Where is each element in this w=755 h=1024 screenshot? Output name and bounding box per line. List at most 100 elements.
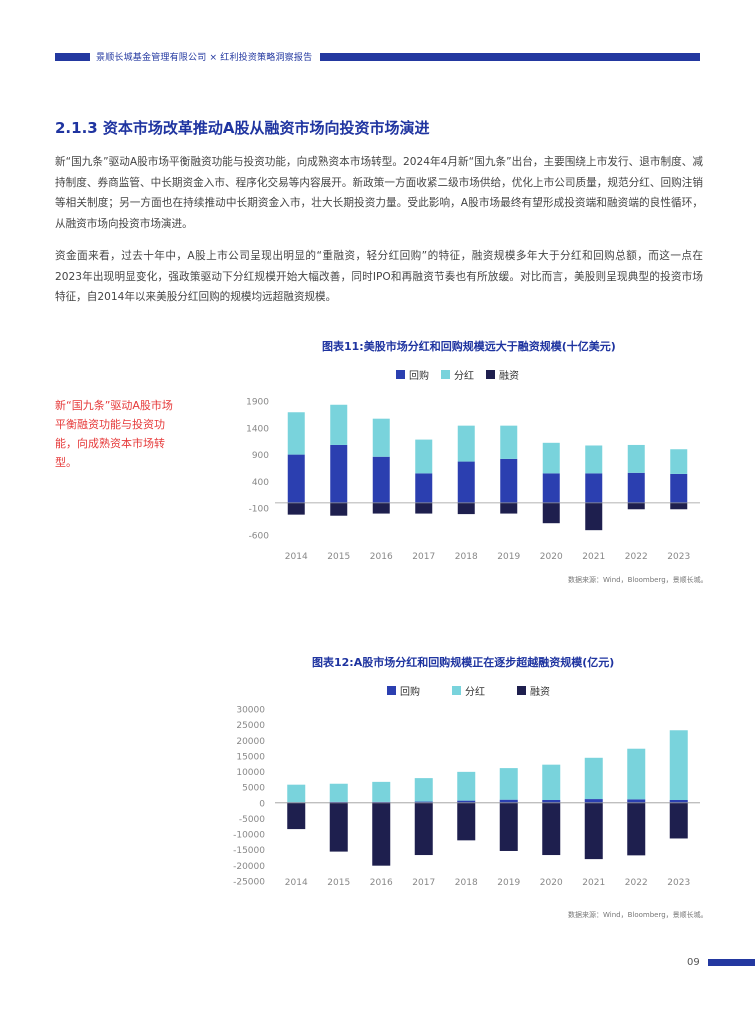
bar-financing-2017 (415, 502, 433, 514)
x-tick-label: 2021 (582, 552, 605, 562)
bar-dividend-2022 (627, 444, 645, 473)
bar-dividend-2016 (372, 781, 391, 802)
x-tick-label: 2023 (667, 878, 690, 888)
chart-12-source: 数据来源：Wind，Bloomberg，景顺长城。 (568, 911, 708, 919)
x-tick-label: 2018 (455, 878, 478, 888)
x-tick-label: 2015 (327, 878, 350, 888)
bar-buyback-2018 (457, 800, 476, 803)
x-tick-label: 2015 (327, 552, 350, 562)
bar-buyback-2017 (414, 801, 433, 803)
bar-buyback-2019 (500, 458, 518, 503)
y-tick-label: 15000 (236, 752, 265, 762)
legend-swatch-dividend (452, 686, 461, 695)
bar-buyback-2016 (372, 456, 390, 503)
y-tick-label: 20000 (236, 737, 265, 747)
bar-dividend-2015 (329, 783, 348, 802)
legend-swatch-buyback (387, 686, 396, 695)
bar-buyback-2023 (670, 473, 688, 503)
y-tick-label: 30000 (236, 706, 265, 716)
x-tick-label: 2023 (667, 552, 690, 562)
bar-buyback-2022 (627, 799, 646, 803)
legend-swatch-dividend (441, 370, 450, 379)
bar-financing-2014 (287, 802, 306, 830)
y-tick-label: -10000 (233, 831, 265, 841)
bar-financing-2020 (542, 802, 561, 856)
legend-label-buyback: 回购 (400, 687, 420, 698)
bar-dividend-2022 (627, 748, 646, 800)
bar-dividend-2019 (499, 768, 518, 800)
bar-buyback-2022 (627, 472, 645, 503)
bar-dividend-2023 (669, 730, 688, 801)
legend-label-financing: 融资 (530, 687, 550, 698)
legend-swatch-financing (486, 370, 495, 379)
chart-12-title: 图表12:A股市场分红和回购规模正在逐步超越融资规模(亿元) (312, 656, 615, 669)
legend-label-buyback: 回购 (409, 371, 429, 382)
x-tick-label: 2016 (370, 878, 393, 888)
legend-item-buyback: 回购 (387, 683, 420, 698)
bar-financing-2016 (372, 502, 390, 514)
x-tick-label: 2014 (285, 552, 308, 562)
bar-financing-2021 (584, 802, 603, 860)
bar-buyback-2020 (542, 800, 561, 803)
bar-dividend-2021 (585, 445, 603, 474)
page-number-bar (708, 959, 755, 966)
legend-swatch-buyback (396, 370, 405, 379)
bar-buyback-2019 (499, 799, 518, 803)
y-tick-label: 400 (252, 478, 269, 488)
y-tick-label: 10000 (236, 768, 265, 778)
bar-financing-2018 (457, 802, 476, 841)
body-paragraph-2: 资金面来看，过去十年中，A股上市公司呈现出明显的“重融资，轻分红回购”的特征，融… (55, 250, 703, 303)
legend-label-dividend: 分红 (454, 371, 474, 382)
header-accent-bar-left (55, 53, 90, 61)
y-tick-label: 1900 (246, 398, 269, 408)
x-tick-label: 2022 (625, 878, 648, 888)
chart-11-legend: 回购 分红 融资 (396, 367, 531, 382)
side-note-callout: 新“国九条”驱动A股市场平衡融资功能与投资功能，向成熟资本市场转型。 (55, 399, 173, 469)
chart-11-source: 数据来源：Wind，Bloomberg，景顺长城。 (568, 576, 708, 584)
y-tick-label: 25000 (236, 721, 265, 731)
x-tick-label: 2017 (412, 878, 435, 888)
legend-swatch-financing (517, 686, 526, 695)
bar-dividend-2021 (584, 757, 603, 800)
bar-buyback-2014 (287, 454, 305, 503)
x-tick-label: 2019 (497, 878, 520, 888)
bar-financing-2019 (499, 802, 518, 851)
legend-item-financing: 融资 (517, 683, 550, 698)
legend-label-dividend: 分红 (465, 687, 485, 698)
x-tick-label: 2021 (582, 878, 605, 888)
bar-dividend-2023 (670, 449, 688, 474)
bar-dividend-2018 (457, 771, 476, 801)
x-tick-label: 2020 (540, 878, 563, 888)
bar-financing-2015 (329, 802, 348, 852)
bar-dividend-2014 (287, 412, 305, 455)
bar-buyback-2023 (669, 800, 688, 803)
bar-buyback-2021 (584, 799, 603, 803)
bar-financing-2017 (414, 802, 433, 856)
y-tick-label: 0 (259, 799, 265, 809)
bar-financing-2019 (500, 502, 518, 514)
y-tick-label: -600 (249, 532, 270, 542)
bar-dividend-2017 (415, 439, 433, 474)
section-title: 2.1.3 资本市场改革推动A股从融资市场向投资市场演进 (55, 119, 430, 137)
bar-dividend-2020 (542, 764, 561, 801)
x-tick-label: 2017 (412, 552, 435, 562)
header-title: 景顺长城基金管理有限公司 × 红利投资策略洞察报告 (96, 53, 313, 63)
bar-dividend-2016 (372, 418, 390, 457)
page-number: 09 (687, 957, 700, 968)
bar-financing-2020 (542, 502, 560, 524)
bar-financing-2022 (627, 802, 646, 856)
x-tick-label: 2020 (540, 552, 563, 562)
bar-financing-2023 (669, 802, 688, 839)
bar-dividend-2018 (457, 425, 475, 462)
bar-financing-2018 (457, 502, 475, 515)
bar-financing-2021 (585, 502, 603, 531)
header-accent-bar-right (320, 53, 700, 61)
x-tick-label: 2022 (625, 552, 648, 562)
bar-dividend-2017 (414, 778, 433, 802)
y-tick-label: 5000 (242, 784, 265, 794)
legend-item-dividend: 分红 (441, 367, 474, 382)
y-tick-label: 1400 (246, 424, 269, 434)
x-tick-label: 2016 (370, 552, 393, 562)
